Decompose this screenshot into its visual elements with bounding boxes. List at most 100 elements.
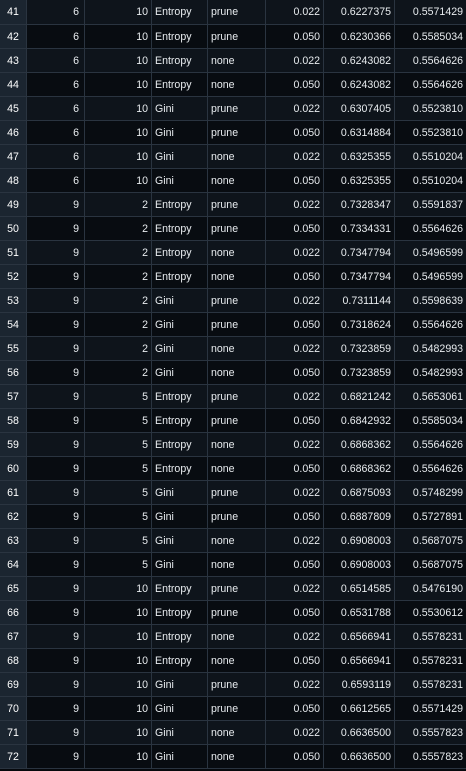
table-row[interactable]: 69 9 10 Gini prune 0.022 0.6593119 0.5578231 (0, 673, 466, 697)
col6-cell[interactable]: 0.6636500 (324, 721, 395, 744)
col2-cell[interactable]: 2 (85, 265, 152, 288)
table-row[interactable]: 51 9 2 Entropy none 0.022 0.7347794 0.5496599 (0, 241, 466, 265)
col3-cell[interactable]: Entropy (152, 409, 208, 432)
col7-cell[interactable]: 0.5578231 (395, 673, 466, 696)
col6-cell[interactable]: 0.6531788 (324, 601, 395, 624)
col4-cell[interactable]: prune (208, 0, 266, 24)
col1-cell[interactable]: 9 (27, 481, 85, 504)
col3-cell[interactable]: Gini (152, 505, 208, 528)
col3-cell[interactable]: Entropy (152, 265, 208, 288)
row-index-cell[interactable]: 58 (0, 409, 27, 432)
col5-cell[interactable]: 0.050 (266, 457, 324, 480)
col5-cell[interactable]: 0.050 (266, 361, 324, 384)
col7-cell[interactable]: 0.5564626 (395, 49, 466, 72)
col6-cell[interactable]: 0.6612565 (324, 697, 395, 720)
col6-cell[interactable]: 0.7311144 (324, 289, 395, 312)
col2-cell[interactable]: 2 (85, 313, 152, 336)
col7-cell[interactable]: 0.5530612 (395, 601, 466, 624)
col4-cell[interactable]: none (208, 433, 266, 456)
col6-cell[interactable]: 0.7334331 (324, 217, 395, 240)
row-index-cell[interactable]: 63 (0, 529, 27, 552)
col7-cell[interactable]: 0.5523810 (395, 121, 466, 144)
col5-cell[interactable]: 0.022 (266, 433, 324, 456)
col5-cell[interactable]: 0.050 (266, 313, 324, 336)
col6-cell[interactable]: 0.6243082 (324, 73, 395, 96)
col7-cell[interactable]: 0.5578231 (395, 649, 466, 672)
table-row[interactable]: 67 9 10 Entropy none 0.022 0.6566941 0.5578231 (0, 625, 466, 649)
table-row[interactable]: 59 9 5 Entropy none 0.022 0.6868362 0.5564626 (0, 433, 466, 457)
col5-cell[interactable]: 0.022 (266, 289, 324, 312)
col1-cell[interactable]: 9 (27, 649, 85, 672)
col7-cell[interactable]: 0.5571429 (395, 697, 466, 720)
col2-cell[interactable]: 5 (85, 433, 152, 456)
col5-cell[interactable]: 0.022 (266, 97, 324, 120)
col6-cell[interactable]: 0.6908003 (324, 553, 395, 576)
col4-cell[interactable]: none (208, 265, 266, 288)
col7-cell[interactable]: 0.5482993 (395, 361, 466, 384)
col6-cell[interactable]: 0.6325355 (324, 169, 395, 192)
col7-cell[interactable]: 0.5578231 (395, 625, 466, 648)
col3-cell[interactable]: Entropy (152, 73, 208, 96)
table-row[interactable]: 72 9 10 Gini none 0.050 0.6636500 0.5557823 (0, 745, 466, 769)
col5-cell[interactable]: 0.022 (266, 0, 324, 24)
col6-cell[interactable]: 0.6325355 (324, 145, 395, 168)
col5-cell[interactable]: 0.050 (266, 25, 324, 48)
table-row[interactable]: 50 9 2 Entropy prune 0.050 0.7334331 0.5564626 (0, 217, 466, 241)
col7-cell[interactable]: 0.5510204 (395, 169, 466, 192)
col3-cell[interactable]: Entropy (152, 649, 208, 672)
table-row[interactable]: 49 9 2 Entropy prune 0.022 0.7328347 0.5591837 (0, 193, 466, 217)
col4-cell[interactable]: none (208, 145, 266, 168)
table-row[interactable]: 43 6 10 Entropy none 0.022 0.6243082 0.5564626 (0, 49, 466, 73)
col3-cell[interactable]: Gini (152, 481, 208, 504)
col3-cell[interactable]: Gini (152, 289, 208, 312)
col1-cell[interactable]: 9 (27, 265, 85, 288)
row-index-cell[interactable]: 67 (0, 625, 27, 648)
col4-cell[interactable]: prune (208, 121, 266, 144)
row-index-cell[interactable]: 57 (0, 385, 27, 408)
col5-cell[interactable]: 0.022 (266, 145, 324, 168)
col5-cell[interactable]: 0.050 (266, 553, 324, 576)
col3-cell[interactable]: Gini (152, 169, 208, 192)
col7-cell[interactable]: 0.5523810 (395, 97, 466, 120)
col1-cell[interactable]: 9 (27, 361, 85, 384)
col1-cell[interactable]: 9 (27, 721, 85, 744)
col6-cell[interactable]: 0.6307405 (324, 97, 395, 120)
col6-cell[interactable]: 0.6243082 (324, 49, 395, 72)
col1-cell[interactable]: 9 (27, 745, 85, 768)
col2-cell[interactable]: 2 (85, 289, 152, 312)
col7-cell[interactable]: 0.5585034 (395, 409, 466, 432)
col4-cell[interactable]: prune (208, 289, 266, 312)
table-row[interactable]: 71 9 10 Gini none 0.022 0.6636500 0.5557823 (0, 721, 466, 745)
col3-cell[interactable]: Entropy (152, 193, 208, 216)
col3-cell[interactable]: Gini (152, 361, 208, 384)
col5-cell[interactable]: 0.050 (266, 697, 324, 720)
col4-cell[interactable]: none (208, 553, 266, 576)
col6-cell[interactable]: 0.6566941 (324, 625, 395, 648)
col5-cell[interactable]: 0.022 (266, 481, 324, 504)
col2-cell[interactable]: 5 (85, 385, 152, 408)
table-row[interactable]: 66 9 10 Entropy prune 0.050 0.6531788 0.5530612 (0, 601, 466, 625)
row-index-cell[interactable]: 69 (0, 673, 27, 696)
col7-cell[interactable]: 0.5476190 (395, 577, 466, 600)
col7-cell[interactable]: 0.5687075 (395, 553, 466, 576)
row-index-cell[interactable]: 43 (0, 49, 27, 72)
col5-cell[interactable]: 0.022 (266, 385, 324, 408)
col2-cell[interactable]: 2 (85, 337, 152, 360)
col2-cell[interactable]: 2 (85, 193, 152, 216)
col5-cell[interactable]: 0.050 (266, 265, 324, 288)
col4-cell[interactable]: prune (208, 697, 266, 720)
col1-cell[interactable]: 9 (27, 673, 85, 696)
col4-cell[interactable]: none (208, 745, 266, 768)
col2-cell[interactable]: 10 (85, 49, 152, 72)
row-index-cell[interactable]: 46 (0, 121, 27, 144)
row-index-cell[interactable]: 54 (0, 313, 27, 336)
col3-cell[interactable]: Gini (152, 313, 208, 336)
col1-cell[interactable]: 6 (27, 121, 85, 144)
col3-cell[interactable]: Entropy (152, 457, 208, 480)
col3-cell[interactable]: Entropy (152, 241, 208, 264)
col2-cell[interactable]: 5 (85, 481, 152, 504)
col4-cell[interactable]: prune (208, 193, 266, 216)
col5-cell[interactable]: 0.022 (266, 625, 324, 648)
col7-cell[interactable]: 0.5687075 (395, 529, 466, 552)
col4-cell[interactable]: prune (208, 601, 266, 624)
